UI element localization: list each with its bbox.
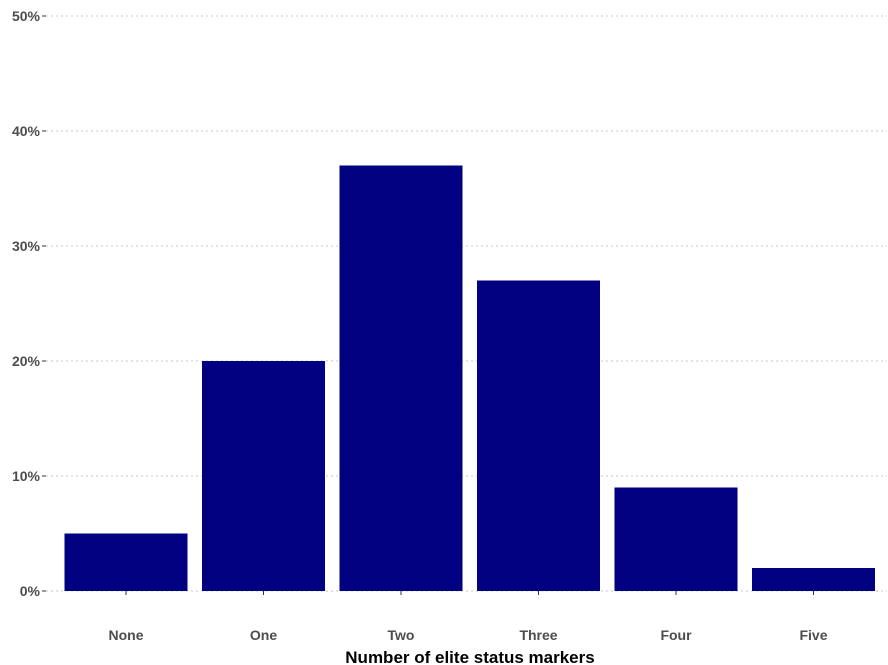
- y-tick-label: 30%: [12, 238, 41, 254]
- bars: [64, 165, 875, 591]
- bar-two: [339, 165, 463, 591]
- y-tick-label: 40%: [12, 123, 41, 139]
- x-tick-label: None: [109, 627, 144, 643]
- x-tick-label: Two: [388, 627, 415, 643]
- y-tick-label: 10%: [12, 468, 41, 484]
- bar-four: [614, 487, 738, 591]
- bar-one: [202, 361, 325, 591]
- y-tick-label: 20%: [12, 353, 41, 369]
- bar-three: [477, 280, 600, 591]
- bar-none: [64, 533, 188, 591]
- x-axis-ticks: None One Two Three Four Five: [109, 591, 828, 643]
- x-axis-title: Number of elite status markers: [345, 648, 594, 665]
- y-tick-label: 0%: [20, 583, 41, 599]
- x-tick-label: Five: [799, 627, 827, 643]
- gridlines: [46, 15, 887, 592]
- y-axis-ticks: 0% 10% 20% 30% 40% 50%: [12, 8, 46, 599]
- y-tick-label: 50%: [12, 8, 41, 24]
- x-tick-label: Three: [519, 627, 557, 643]
- x-tick-label: One: [250, 627, 277, 643]
- x-tick-label: Four: [660, 627, 692, 643]
- bar-five: [752, 568, 875, 591]
